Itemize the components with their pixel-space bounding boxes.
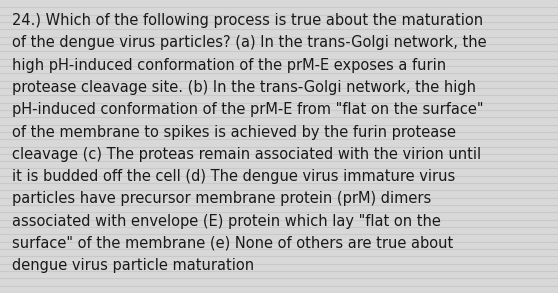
Text: protease cleavage site. (b) In the trans-Golgi network, the high: protease cleavage site. (b) In the trans… (12, 80, 477, 95)
Text: surface" of the membrane (e) None of others are true about: surface" of the membrane (e) None of oth… (12, 236, 454, 251)
Text: dengue virus particle maturation: dengue virus particle maturation (12, 258, 254, 273)
Text: 24.) Which of the following process is true about the maturation: 24.) Which of the following process is t… (12, 13, 483, 28)
Text: associated with envelope (E) protein which lay "flat on the: associated with envelope (E) protein whi… (12, 214, 441, 229)
Text: it is budded off the cell (d) The dengue virus immature virus: it is budded off the cell (d) The dengue… (12, 169, 455, 184)
Text: of the membrane to spikes is achieved by the furin protease: of the membrane to spikes is achieved by… (12, 125, 456, 139)
Text: particles have precursor membrane protein (prM) dimers: particles have precursor membrane protei… (12, 191, 431, 206)
Text: of the dengue virus particles? (a) In the trans-Golgi network, the: of the dengue virus particles? (a) In th… (12, 35, 487, 50)
Text: high pH-induced conformation of the prM-E exposes a furin: high pH-induced conformation of the prM-… (12, 58, 446, 73)
Text: pH-induced conformation of the prM-E from "flat on the surface": pH-induced conformation of the prM-E fro… (12, 102, 484, 117)
Text: cleavage (c) The proteas remain associated with the virion until: cleavage (c) The proteas remain associat… (12, 147, 482, 162)
